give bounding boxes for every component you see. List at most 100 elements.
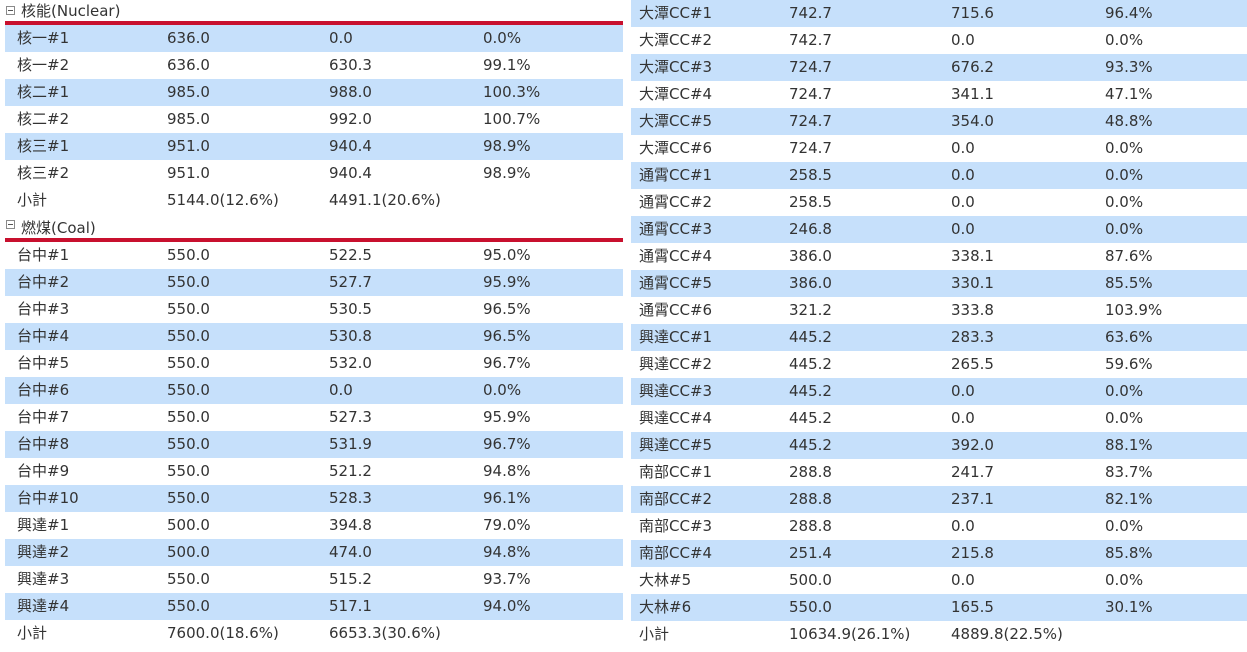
collapse-icon[interactable] [6, 220, 15, 229]
output-cell: 531.9 [329, 435, 372, 453]
group-header-coal[interactable]: 燃煤(Coal) [0, 214, 623, 242]
capacity-cell: 550.0 [167, 327, 210, 345]
group-header-nuclear[interactable]: 核能(Nuclear) [0, 0, 623, 25]
output-cell: 0.0 [951, 139, 975, 157]
table-row: 南部CC#1 288.8 241.7 83.7% [631, 459, 1247, 486]
unit-name-cell: 台中#6 [17, 381, 70, 399]
capacity-cell: 500.0 [789, 571, 832, 589]
unit-name-cell: 興達CC#1 [639, 328, 713, 346]
utilization-cell: 100.7% [483, 110, 541, 128]
output-cell: 0.0 [951, 166, 975, 184]
capacity-cell: 258.5 [789, 166, 832, 184]
output-cell: 0.0 [951, 31, 975, 49]
table-row: 台中#5 550.0 532.0 96.7% [5, 350, 623, 377]
utilization-cell: 0.0% [1105, 409, 1144, 427]
output-cell: 0.0 [329, 29, 353, 47]
capacity-cell: 7600.0(18.6%) [167, 624, 279, 642]
table-row: 大潭CC#3 724.7 676.2 93.3% [631, 54, 1247, 81]
output-cell: 0.0 [329, 381, 353, 399]
utilization-cell: 100.3% [483, 83, 541, 101]
utilization-cell: 63.6% [1105, 328, 1153, 346]
capacity-cell: 445.2 [789, 328, 832, 346]
unit-name-cell: 大潭CC#3 [639, 58, 713, 76]
output-cell: 940.4 [329, 164, 372, 182]
output-cell: 474.0 [329, 543, 372, 561]
utilization-cell: 96.7% [483, 435, 531, 453]
unit-name-cell: 大林#5 [639, 571, 692, 589]
output-cell: 6653.3(30.6%) [329, 624, 441, 642]
unit-name-cell: 小計 [17, 191, 48, 209]
utilization-cell: 99.1% [483, 56, 531, 74]
capacity-cell: 550.0 [167, 597, 210, 615]
table-row: 興達#1 500.0 394.8 79.0% [5, 512, 623, 539]
output-cell: 165.5 [951, 598, 994, 616]
table-row: 興達CC#4 445.2 0.0 0.0% [631, 405, 1247, 432]
capacity-cell: 288.8 [789, 463, 832, 481]
capacity-cell: 550.0 [167, 273, 210, 291]
capacity-cell: 550.0 [167, 381, 210, 399]
collapse-icon[interactable] [6, 6, 15, 15]
capacity-cell: 724.7 [789, 58, 832, 76]
capacity-cell: 246.8 [789, 220, 832, 238]
table-row: 台中#10 550.0 528.3 96.1% [5, 485, 623, 512]
table-row: 通霄CC#2 258.5 0.0 0.0% [631, 189, 1247, 216]
table-row: 核一#2 636.0 630.3 99.1% [5, 52, 623, 79]
table-row: 台中#6 550.0 0.0 0.0% [5, 377, 623, 404]
capacity-cell: 951.0 [167, 137, 210, 155]
output-cell: 517.1 [329, 597, 372, 615]
subtotal-row: 小計 10634.9(26.1%) 4889.8(22.5%) [631, 621, 1247, 648]
unit-name-cell: 大林#6 [639, 598, 692, 616]
unit-name-cell: 通霄CC#5 [639, 274, 713, 292]
output-cell: 394.8 [329, 516, 372, 534]
subtotal-row: 小計 7600.0(18.6%) 6653.3(30.6%) [5, 620, 623, 647]
unit-name-cell: 南部CC#3 [639, 517, 713, 535]
output-cell: 676.2 [951, 58, 994, 76]
capacity-cell: 724.7 [789, 139, 832, 157]
table-row: 大潭CC#1 742.7 715.6 96.4% [631, 0, 1247, 27]
unit-name-cell: 通霄CC#1 [639, 166, 713, 184]
utilization-cell: 0.0% [483, 381, 522, 399]
capacity-cell: 636.0 [167, 29, 210, 47]
table-row: 通霄CC#5 386.0 330.1 85.5% [631, 270, 1247, 297]
capacity-cell: 985.0 [167, 83, 210, 101]
capacity-cell: 550.0 [167, 246, 210, 264]
unit-name-cell: 核二#1 [17, 83, 70, 101]
unit-name-cell: 興達CC#2 [639, 355, 713, 373]
capacity-cell: 500.0 [167, 543, 210, 561]
output-cell: 0.0 [951, 382, 975, 400]
group-title: 燃煤(Coal) [21, 219, 96, 237]
unit-name-cell: 大潭CC#2 [639, 31, 713, 49]
right-panel: 大潭CC#1 742.7 715.6 96.4% 大潭CC#2 742.7 0.0 0.0% 大… [631, 0, 1247, 648]
table-row: 通霄CC#4 386.0 338.1 87.6% [631, 243, 1247, 270]
unit-name-cell: 台中#2 [17, 273, 70, 291]
utilization-cell: 0.0% [1105, 517, 1144, 535]
utilization-cell: 85.8% [1105, 544, 1153, 562]
unit-name-cell: 南部CC#4 [639, 544, 713, 562]
unit-name-cell: 通霄CC#6 [639, 301, 713, 319]
unit-name-cell: 通霄CC#4 [639, 247, 713, 265]
utilization-cell: 98.9% [483, 137, 531, 155]
unit-name-cell: 台中#10 [17, 489, 79, 507]
table-row: 核二#1 985.0 988.0 100.3% [5, 79, 623, 106]
utilization-cell: 96.1% [483, 489, 531, 507]
unit-name-cell: 核三#1 [17, 137, 70, 155]
unit-name-cell: 台中#1 [17, 246, 70, 264]
table-row: 通霄CC#6 321.2 333.8 103.9% [631, 297, 1247, 324]
utilization-cell: 93.3% [1105, 58, 1153, 76]
table-row: 大林#6 550.0 165.5 30.1% [631, 594, 1247, 621]
capacity-cell: 550.0 [167, 300, 210, 318]
utilization-cell: 95.9% [483, 273, 531, 291]
capacity-cell: 724.7 [789, 85, 832, 103]
unit-name-cell: 興達#1 [17, 516, 70, 534]
table-row: 南部CC#3 288.8 0.0 0.0% [631, 513, 1247, 540]
nuclear-table: 核一#1 636.0 0.0 0.0% 核一#2 636.0 630.3 99.1% 核二#1 9… [0, 25, 623, 214]
utilization-cell: 103.9% [1105, 301, 1163, 319]
output-cell: 940.4 [329, 137, 372, 155]
capacity-cell: 636.0 [167, 56, 210, 74]
utilization-cell: 30.1% [1105, 598, 1153, 616]
capacity-cell: 724.7 [789, 112, 832, 130]
unit-name-cell: 興達#3 [17, 570, 70, 588]
output-cell: 532.0 [329, 354, 372, 372]
table-row: 台中#8 550.0 531.9 96.7% [5, 431, 623, 458]
output-cell: 530.8 [329, 327, 372, 345]
